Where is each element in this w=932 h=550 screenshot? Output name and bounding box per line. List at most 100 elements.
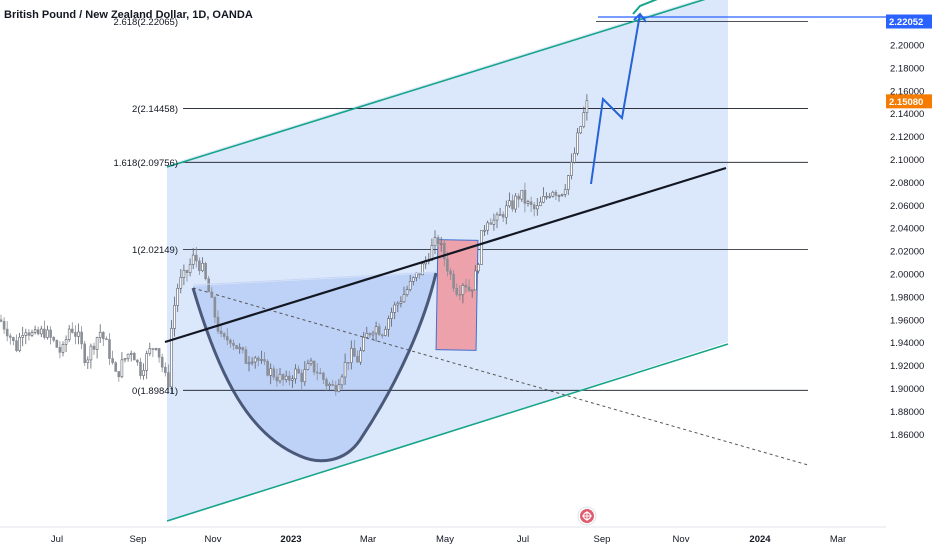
candle-body bbox=[560, 193, 564, 196]
candle-body bbox=[219, 330, 223, 334]
candle-body bbox=[204, 263, 207, 280]
candle-body bbox=[309, 360, 313, 364]
candle-body bbox=[297, 368, 300, 374]
candle-body bbox=[266, 360, 269, 376]
candle-body bbox=[380, 334, 384, 337]
candle-body bbox=[284, 375, 288, 380]
candle-body bbox=[95, 337, 99, 350]
channel-upper-line[interactable] bbox=[166, 0, 706, 168]
candle-body bbox=[384, 328, 387, 336]
candle-body bbox=[495, 214, 499, 221]
price-tick-label: 1.92000 bbox=[890, 361, 924, 372]
channel-lower-line[interactable] bbox=[166, 343, 729, 522]
candle-body bbox=[526, 201, 530, 204]
candle-body bbox=[554, 191, 558, 196]
candle-body bbox=[167, 372, 170, 388]
candle-body bbox=[328, 384, 331, 387]
candle-body bbox=[46, 329, 49, 338]
candle-body bbox=[148, 348, 152, 354]
candle-body bbox=[275, 376, 279, 382]
candle-body bbox=[232, 342, 235, 346]
candle-body bbox=[579, 126, 583, 134]
candle-body bbox=[349, 347, 353, 363]
candle-body bbox=[182, 269, 186, 278]
candle-body bbox=[294, 368, 297, 380]
candle-body bbox=[43, 328, 46, 338]
candle-body bbox=[408, 281, 412, 290]
price-tick-label: 2.06000 bbox=[890, 201, 924, 212]
candle-body bbox=[108, 339, 111, 359]
projection-path[interactable] bbox=[590, 13, 641, 185]
candle-body bbox=[139, 361, 142, 376]
candle-body bbox=[396, 303, 400, 306]
candle-body bbox=[55, 339, 59, 348]
candle-body bbox=[306, 363, 310, 370]
candle-body bbox=[473, 270, 477, 291]
neckline-trend-line[interactable] bbox=[164, 166, 727, 344]
candles-group bbox=[0, 94, 589, 396]
price-tick-label: 2.08000 bbox=[890, 178, 924, 189]
candle-body bbox=[114, 362, 117, 372]
candle-body bbox=[461, 284, 465, 295]
candle-body bbox=[542, 196, 545, 203]
projection-arrowhead bbox=[633, 12, 647, 23]
candle-body bbox=[77, 331, 80, 337]
time-tick-label: Sep bbox=[594, 534, 611, 545]
candle-body bbox=[52, 337, 56, 341]
candle-body bbox=[551, 191, 555, 197]
candle-body bbox=[12, 337, 15, 341]
candle-body bbox=[325, 379, 328, 387]
candle-body bbox=[446, 258, 449, 272]
candle-body bbox=[222, 333, 226, 337]
candle-body bbox=[126, 353, 130, 359]
candle-body bbox=[210, 291, 214, 298]
candle-body bbox=[402, 294, 406, 303]
fibonacci-levels bbox=[183, 20, 808, 391]
candle-body bbox=[439, 242, 443, 245]
candle-body bbox=[337, 384, 341, 392]
candle-body bbox=[576, 132, 579, 154]
fib-level-label: 0(1.89841) bbox=[132, 386, 178, 397]
candle-body bbox=[133, 352, 136, 361]
candle-body bbox=[331, 384, 335, 386]
candle-body bbox=[86, 359, 90, 363]
candle-body bbox=[154, 348, 158, 350]
price-badge bbox=[886, 14, 932, 29]
candle-body bbox=[260, 359, 263, 361]
candle-body bbox=[362, 337, 366, 351]
candle-body bbox=[520, 189, 524, 200]
candle-body bbox=[399, 301, 403, 304]
candle-body bbox=[563, 189, 567, 195]
candle-body bbox=[353, 347, 356, 357]
economic-event-icon[interactable] bbox=[577, 506, 597, 526]
candle-body bbox=[368, 333, 372, 336]
candle-body bbox=[504, 205, 508, 218]
time-tick-label: 2024 bbox=[749, 534, 771, 545]
chart-title: British Pound / New Zealand Dollar, 1D, … bbox=[4, 9, 253, 21]
candle-body bbox=[464, 284, 468, 288]
candle-body bbox=[492, 219, 496, 225]
candle-body bbox=[145, 353, 148, 371]
candle-body bbox=[281, 374, 285, 380]
price-tick-label: 2.18000 bbox=[890, 63, 924, 74]
time-tick-label: Mar bbox=[830, 534, 846, 545]
candle-body bbox=[226, 336, 229, 341]
candle-body bbox=[164, 366, 167, 373]
candle-body bbox=[573, 152, 576, 163]
dashed-trend-line[interactable] bbox=[192, 287, 809, 466]
candle-body bbox=[18, 336, 21, 351]
candle-body bbox=[483, 229, 486, 232]
candle-body bbox=[117, 371, 121, 378]
candle-body bbox=[359, 350, 362, 363]
candle-body bbox=[105, 338, 108, 341]
price-tick-label: 2.00000 bbox=[890, 270, 924, 281]
price-axis[interactable] bbox=[886, 0, 932, 550]
candle-body bbox=[436, 237, 440, 244]
price-tick-label: 1.94000 bbox=[890, 338, 924, 349]
candle-body bbox=[247, 362, 251, 365]
candle-body bbox=[535, 205, 539, 210]
time-axis-labels[interactable]: Jul Sep Nov 2023 Mar May Jul Sep Nov 2024 Mar bbox=[51, 534, 846, 545]
candle-body bbox=[80, 331, 83, 345]
cup-arc[interactable] bbox=[191, 272, 438, 463]
